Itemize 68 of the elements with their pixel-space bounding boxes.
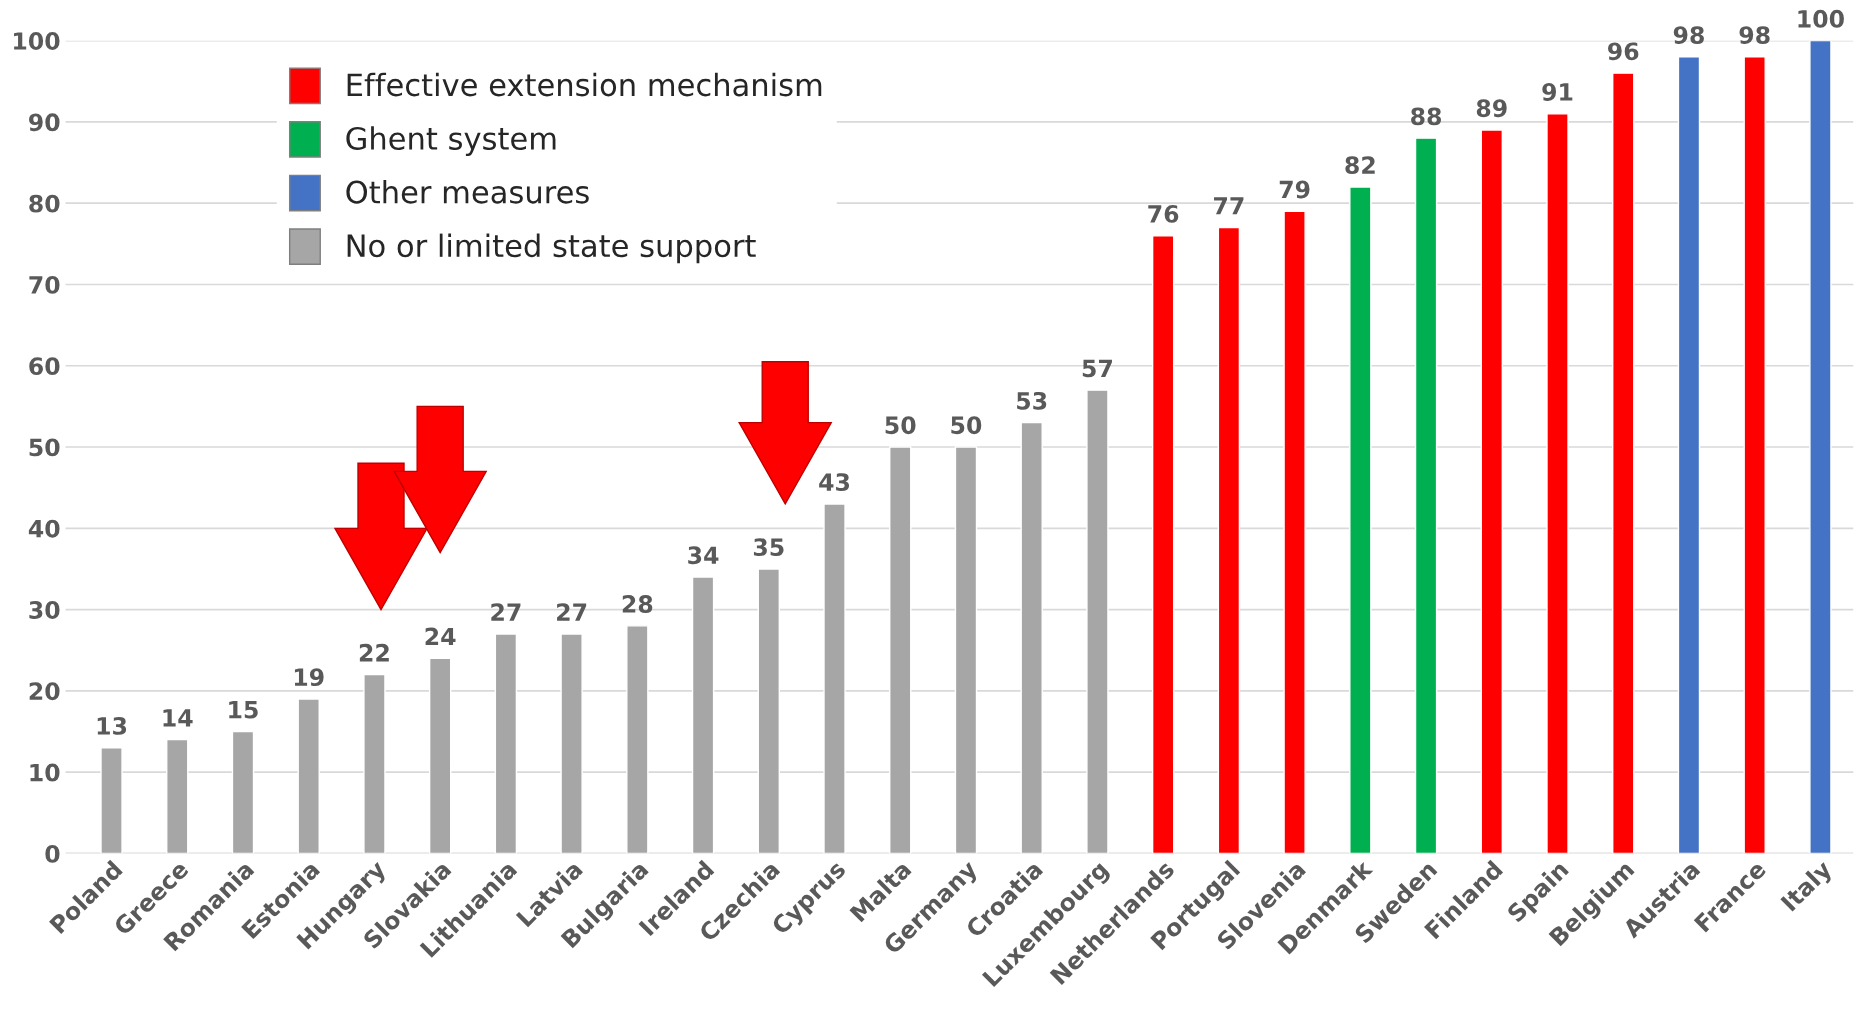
data-label: 82 [1345, 156, 1375, 175]
bar [494, 633, 518, 854]
legend-label: No or limited state support [347, 233, 756, 264]
bar [626, 625, 649, 854]
bar [1086, 389, 1109, 854]
data-label: 88 [1411, 107, 1442, 126]
legend-label: Effective extension mechanism [347, 72, 822, 97]
data-label: 43 [819, 473, 850, 492]
legend-label: Ghent system [346, 126, 556, 156]
data-label: 50 [951, 416, 982, 435]
y-tick-label: 40 [28, 519, 60, 538]
legend-label: Other measures [346, 179, 589, 204]
bar [1743, 56, 1766, 854]
y-tick-label: 80 [29, 194, 60, 213]
data-label: 14 [163, 709, 193, 727]
y-tick-label: 70 [29, 275, 60, 294]
y-tick-label: 100 [14, 32, 60, 50]
bar [1480, 129, 1503, 854]
y-tick-label: 50 [29, 438, 60, 457]
y-tick-label: 30 [29, 601, 60, 619]
y-tick-label: 60 [29, 357, 60, 376]
data-label: 34 [688, 546, 719, 565]
bar [1546, 113, 1569, 854]
bar [231, 730, 255, 854]
data-label: 98 [1673, 26, 1704, 44]
bar [823, 503, 846, 854]
data-label: 13 [97, 717, 127, 735]
bar [1217, 226, 1241, 854]
data-label: 57 [1082, 359, 1112, 378]
bar [954, 446, 978, 854]
bar [560, 633, 583, 854]
bar [1151, 235, 1175, 854]
bar [1349, 186, 1372, 854]
data-label: 89 [1476, 99, 1507, 118]
y-tick-label: 90 [29, 113, 60, 132]
data-label: 22 [359, 643, 389, 662]
data-label: 35 [753, 538, 784, 557]
bar [757, 568, 781, 854]
data-label: 77 [1214, 197, 1244, 215]
bar [1414, 137, 1438, 854]
bar [889, 446, 912, 854]
y-tick-label: 20 [29, 682, 60, 701]
data-label: 27 [557, 603, 587, 621]
data-label: 53 [1017, 391, 1047, 410]
data-label: 96 [1608, 42, 1639, 61]
data-label: 76 [1148, 204, 1179, 223]
bar [166, 738, 189, 854]
data-label: 98 [1739, 26, 1770, 44]
bar [297, 698, 320, 854]
bar [363, 673, 386, 854]
data-label: 50 [885, 416, 916, 435]
bar [691, 576, 715, 854]
data-label: 15 [229, 701, 258, 719]
data-label: 91 [1542, 83, 1573, 101]
y-tick-label: 10 [30, 763, 60, 782]
bar [100, 747, 123, 854]
bar [1809, 40, 1832, 854]
bar [428, 657, 452, 854]
bar [1612, 72, 1635, 854]
data-label: 27 [491, 603, 521, 621]
data-label: 24 [425, 627, 456, 646]
bar [1677, 56, 1701, 854]
data-label: 28 [622, 595, 653, 613]
bar [1283, 210, 1306, 854]
data-label: 79 [1279, 180, 1310, 199]
bar [1020, 421, 1043, 854]
data-label: 100 [1798, 9, 1844, 28]
data-label: 19 [294, 668, 324, 687]
